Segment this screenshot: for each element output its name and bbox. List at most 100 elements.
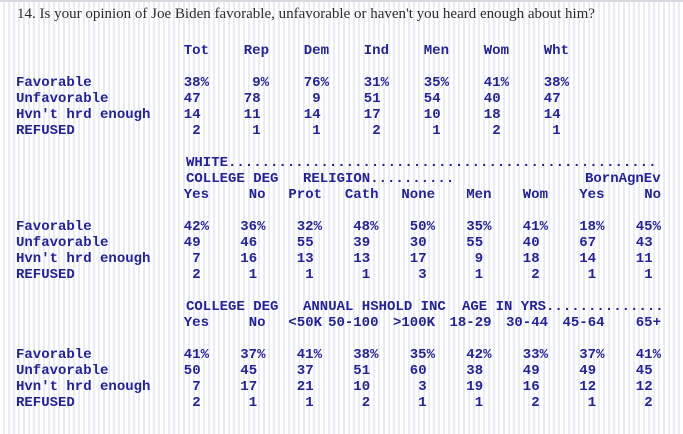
value-cell: 1: [252, 123, 261, 139]
value-cell: 18: [483, 107, 501, 123]
col-header-yes: Yes: [579, 187, 605, 203]
value-cell: 30: [409, 235, 427, 251]
value-cell: 37%: [579, 347, 605, 363]
value-cell: 49: [579, 363, 597, 379]
block3-row-havent-heard: Hvn't hrd enough 7 17 21 10 3 19 16 12 1…: [0, 379, 683, 395]
value-cell: 35%: [466, 219, 492, 235]
col-header-prot: Prot: [288, 187, 322, 203]
col-header-65plus: 65+: [635, 315, 661, 331]
col-header-no: No: [644, 187, 661, 203]
value-cell: 3: [418, 379, 427, 395]
value-cell: 1: [587, 395, 597, 411]
value-cell: 51: [353, 363, 371, 379]
value-cell: 47: [183, 91, 201, 107]
col-header-no: No: [248, 315, 266, 331]
col-header-no: No: [248, 187, 266, 203]
block3-group-header-row: COLLEGE DEG ANNUAL HSHOLD INC AGE IN YRS…: [0, 299, 683, 315]
block2-group-header-white: WHITE...................................…: [0, 155, 683, 171]
value-cell: 35%: [423, 75, 449, 91]
value-cell: 40: [483, 91, 501, 107]
group-label-age: AGE IN YRS..............: [462, 299, 664, 315]
col-header-wht: Wht: [543, 43, 569, 59]
col-header-yes: Yes: [183, 315, 209, 331]
value-cell: 2: [531, 267, 540, 283]
group-label-religion: RELIGION..........: [303, 171, 455, 187]
col-header-45-64: 45-64: [562, 315, 605, 331]
value-cell: 1: [474, 395, 484, 411]
value-cell: 2: [361, 395, 371, 411]
value-cell: 7: [192, 379, 201, 395]
col-header-wom: Wom: [483, 43, 509, 59]
value-cell: 40: [522, 235, 540, 251]
group-label-born-again: BornAgnEv: [585, 171, 661, 187]
value-cell: 55: [466, 235, 484, 251]
value-cell: 10: [353, 379, 371, 395]
block1-row-refused: REFUSED 2 1 1 2 1 2 1: [0, 123, 683, 139]
block3-row-unfavorable: Unfavorable 50 45 37 51 60 38 49 49 45: [0, 363, 683, 379]
value-cell: 41%: [522, 219, 548, 235]
block1-column-header-row: Tot Rep Dem Ind Men Wom Wht: [0, 43, 683, 59]
value-cell: 41%: [296, 347, 322, 363]
col-header-cath: Cath: [344, 187, 379, 203]
value-cell: 1: [248, 267, 258, 283]
top-border: [0, 0, 683, 2]
block1-row-favorable: Favorable 38% 9% 76% 31% 35% 41% 38%: [0, 75, 683, 91]
block3-column-header-row: Yes No <50K 50-100 >100K 18-29 30-44 45-…: [0, 315, 683, 331]
value-cell: 38%: [183, 75, 209, 91]
row-label: Favorable: [16, 75, 92, 91]
value-cell: 21: [296, 379, 314, 395]
value-cell: 51: [363, 91, 381, 107]
block3-row-refused: REFUSED 2 1 1 2 1 1 2 1 2: [0, 395, 683, 411]
col-header-rep: Rep: [243, 43, 269, 59]
row-label: Unfavorable: [16, 363, 109, 379]
row-label: Unfavorable: [16, 235, 109, 251]
row-label: Favorable: [16, 347, 92, 363]
col-header-yes: Yes: [183, 187, 209, 203]
value-cell: 45%: [635, 219, 661, 235]
question-title: 14. Is your opinion of Joe Biden favorab…: [17, 6, 595, 22]
value-cell: 19: [466, 379, 484, 395]
block1-row-unfavorable: Unfavorable 47 78 9 51 54 40 47: [0, 91, 683, 107]
value-cell: 2: [192, 395, 201, 411]
col-header-30-44: 30-44: [505, 315, 548, 331]
group-label-college-deg: COLLEGE DEG: [186, 299, 279, 315]
value-cell: 2: [192, 267, 201, 283]
block2-row-unfavorable: Unfavorable 49 46 55 39 30 55 40 67 43: [0, 235, 683, 251]
block2-column-header-row: Yes No Prot Cath None Men Wom Yes No: [0, 187, 683, 203]
value-cell: 1: [587, 267, 597, 283]
group-label-white: WHITE...................................…: [186, 155, 657, 171]
col-header-50-100: 50-100: [328, 315, 379, 331]
value-cell: 38: [466, 363, 484, 379]
col-header-under50k: <50K: [288, 315, 322, 331]
value-cell: 9: [312, 91, 321, 107]
value-cell: 18%: [579, 219, 605, 235]
value-cell: 9: [474, 251, 484, 267]
value-cell: 17: [240, 379, 258, 395]
value-cell: 50: [183, 363, 201, 379]
value-cell: 45: [635, 363, 653, 379]
value-cell: 54: [423, 91, 441, 107]
value-cell: 45: [240, 363, 258, 379]
value-cell: 41%: [183, 347, 209, 363]
value-cell: 1: [432, 123, 441, 139]
value-cell: 2: [492, 123, 501, 139]
value-cell: 60: [409, 363, 427, 379]
value-cell: 2: [644, 395, 653, 411]
value-cell: 16: [240, 251, 258, 267]
value-cell: 47: [543, 91, 561, 107]
row-label: REFUSED: [16, 267, 75, 283]
col-header-18-29: 18-29: [449, 315, 492, 331]
value-cell: 10: [423, 107, 441, 123]
value-cell: 42%: [183, 219, 209, 235]
col-header-ind: Ind: [363, 43, 389, 59]
value-cell: 37: [296, 363, 314, 379]
value-cell: 3: [418, 267, 427, 283]
value-cell: 2: [531, 395, 540, 411]
value-cell: 14: [579, 251, 597, 267]
value-cell: 2: [372, 123, 381, 139]
value-cell: 1: [644, 267, 653, 283]
value-cell: 48%: [353, 219, 379, 235]
col-header-tot: Tot: [183, 43, 209, 59]
value-cell: 17: [409, 251, 427, 267]
value-cell: 46: [240, 235, 258, 251]
